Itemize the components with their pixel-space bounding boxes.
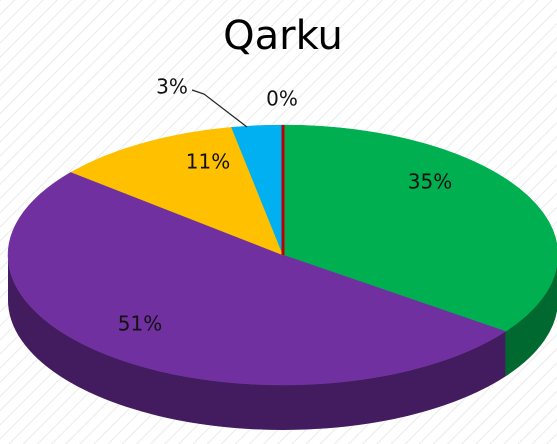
data-label: 51% [118,312,162,336]
data-label: 11% [186,150,230,174]
data-label: 35% [408,170,452,194]
slice-side [8,255,506,430]
slice [70,127,284,256]
slice [282,124,557,332]
slice-side-shade [8,255,506,430]
leader-line [191,89,248,128]
chart-title: Qarku [223,13,343,59]
slice-side-shade [505,265,557,377]
data-label: 0% [266,87,298,111]
slice [7,171,507,386]
data-label: 3% [156,75,188,99]
pie [7,124,557,430]
slice-side [505,265,557,377]
